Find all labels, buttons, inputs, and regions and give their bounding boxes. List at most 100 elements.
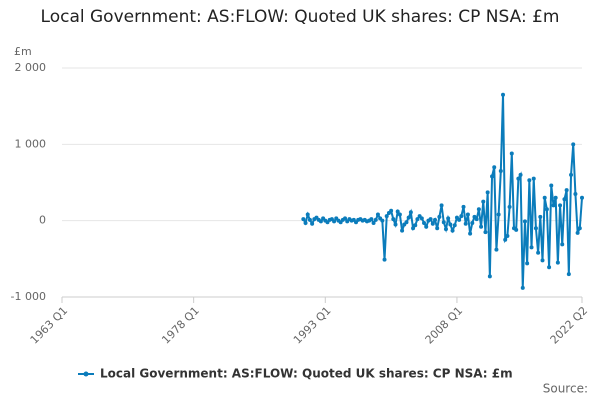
data-point <box>555 260 560 265</box>
data-point <box>343 216 348 221</box>
data-point <box>369 217 374 222</box>
data-point <box>498 169 503 174</box>
data-point <box>490 174 495 179</box>
data-point <box>430 221 435 226</box>
data-point <box>538 214 543 219</box>
y-axis-unit: £m <box>14 45 32 58</box>
data-point <box>514 227 519 232</box>
data-point <box>509 151 514 156</box>
data-point <box>408 210 413 215</box>
data-point <box>375 212 380 217</box>
data-point <box>494 247 499 252</box>
data-point <box>384 214 389 219</box>
data-point <box>536 250 541 255</box>
data-point <box>411 226 416 231</box>
data-point <box>533 226 538 231</box>
data-point <box>564 188 569 193</box>
data-point <box>428 217 433 222</box>
data-point <box>547 265 552 270</box>
data-point <box>437 214 442 219</box>
data-point <box>544 207 549 212</box>
data-point <box>577 226 582 231</box>
data-point <box>573 191 578 196</box>
data-point <box>443 227 448 232</box>
data-point <box>419 216 424 221</box>
data-point <box>566 272 571 277</box>
data-point <box>452 223 457 228</box>
data-point <box>525 261 530 266</box>
y-tick-label: 0 <box>39 214 46 227</box>
data-point <box>318 219 323 224</box>
data-point <box>307 217 312 222</box>
legend-label: Local Government: AS:FLOW: Quoted UK sha… <box>100 367 513 381</box>
data-point <box>529 245 534 250</box>
data-point <box>553 195 558 200</box>
x-tick-label: 2022 Q2 <box>548 304 591 347</box>
data-point <box>404 220 409 225</box>
data-point <box>310 221 315 226</box>
data-point <box>435 226 440 231</box>
chart-title: Local Government: AS:FLOW: Quoted UK sha… <box>40 7 560 27</box>
data-point <box>461 204 466 209</box>
x-tick-label: 2008 Q1 <box>423 304 466 347</box>
data-point <box>505 233 510 238</box>
data-point <box>575 230 580 235</box>
y-tick-label: 1 000 <box>15 137 47 150</box>
data-point <box>441 220 446 225</box>
data-point <box>463 221 468 226</box>
data-point <box>492 165 497 170</box>
data-point <box>371 220 376 225</box>
data-point <box>406 215 411 220</box>
data-point <box>389 208 394 213</box>
data-point <box>457 217 462 222</box>
data-point <box>380 218 385 223</box>
data-point <box>496 212 501 217</box>
y-tick-label: 2 000 <box>15 61 47 74</box>
x-tick-label: 1978 Q1 <box>159 304 202 347</box>
data-point <box>382 257 387 262</box>
data-point <box>474 217 479 222</box>
data-point <box>400 228 405 233</box>
data-point <box>483 230 488 235</box>
data-point <box>391 217 396 222</box>
data-point <box>446 216 451 221</box>
data-point <box>560 242 565 247</box>
data-point <box>393 222 398 227</box>
data-point <box>305 212 310 217</box>
data-point <box>413 223 418 228</box>
data-point <box>501 92 506 97</box>
legend-marker <box>83 371 89 377</box>
data-point <box>448 222 453 227</box>
data-point <box>301 217 306 222</box>
data-point <box>481 199 486 204</box>
data-point <box>465 212 470 217</box>
data-point <box>470 220 475 225</box>
data-point <box>422 220 427 225</box>
data-point <box>476 207 481 212</box>
data-point <box>468 231 473 236</box>
data-point <box>522 219 527 224</box>
data-point <box>571 142 576 147</box>
x-tick-label: 1963 Q1 <box>28 304 71 347</box>
data-point <box>507 204 512 209</box>
data-point <box>551 203 556 208</box>
data-point <box>558 203 563 208</box>
data-point <box>527 178 532 183</box>
data-point <box>303 220 308 225</box>
y-tick-label: -1 000 <box>11 290 46 303</box>
data-point <box>542 195 547 200</box>
data-point <box>424 224 429 229</box>
data-point <box>373 217 378 222</box>
data-point <box>503 237 508 242</box>
source: Source: <box>543 382 588 396</box>
data-point <box>485 190 490 195</box>
data-point <box>518 172 523 177</box>
data-point <box>395 209 400 214</box>
data-point <box>459 214 464 219</box>
data-point <box>487 274 492 279</box>
data-point <box>531 176 536 181</box>
data-point <box>397 212 402 217</box>
data-point <box>540 258 545 263</box>
